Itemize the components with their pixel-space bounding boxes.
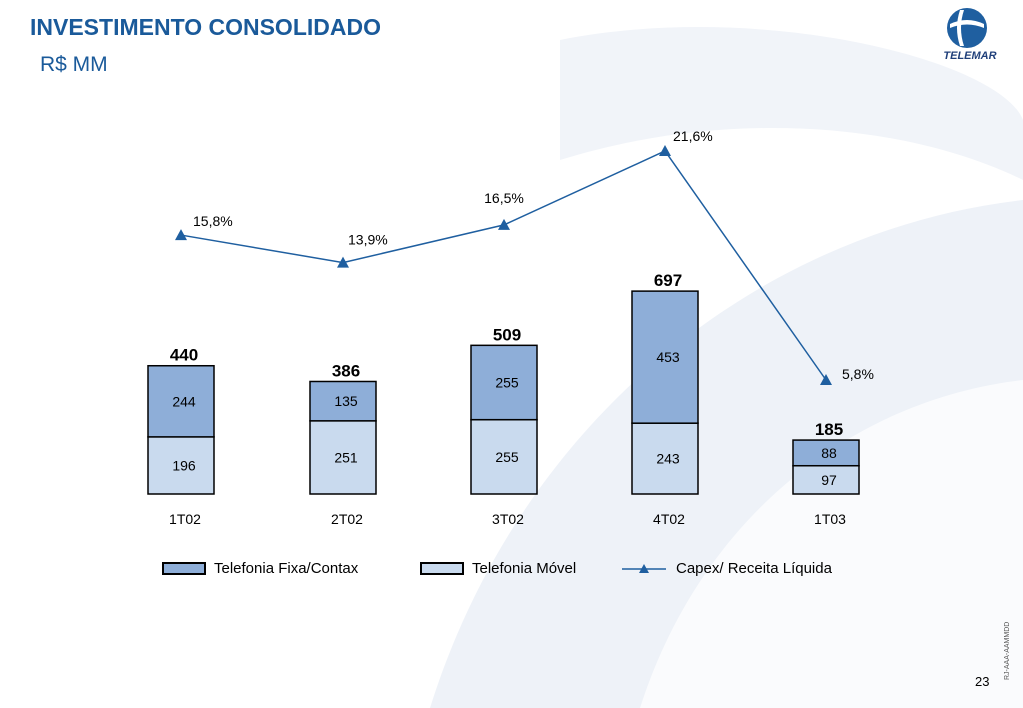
data-label-total: 185 (815, 420, 843, 439)
telemar-globe-icon (947, 8, 987, 48)
telemar-logo-text: TELEMAR (943, 50, 996, 62)
x-tick-label: 1T03 (814, 511, 846, 527)
telemar-logo: TELEMAR (943, 8, 997, 62)
capex-marker (175, 229, 187, 241)
data-label-movel: 196 (172, 457, 196, 473)
legend-item-fixa: Telefonia Fixa/Contax (162, 560, 358, 577)
bar-segment-fixa (631, 290, 699, 424)
page-number: 23 (975, 674, 990, 689)
bar-segment-fixa (470, 344, 538, 421)
legend-swatch-movel (420, 562, 464, 575)
data-label-fixa: 244 (172, 393, 196, 409)
data-label-fixa: 255 (495, 375, 519, 391)
capex-data-label: 16,5% (484, 190, 524, 206)
x-tick-label: 2T02 (331, 511, 363, 527)
x-tick-label: 1T02 (169, 511, 201, 527)
legend-label-fixa: Telefonia Fixa/Contax (214, 560, 359, 577)
data-label-movel: 251 (334, 449, 358, 465)
x-tick-label: 4T02 (653, 511, 685, 527)
x-tick-label: 3T02 (492, 511, 524, 527)
data-label-fixa: 135 (334, 393, 358, 409)
bar-segment-fixa (792, 439, 860, 467)
legend-label-movel: Telefonia Móvel (472, 560, 577, 577)
capex-marker (498, 218, 510, 230)
capex-data-label: 13,9% (348, 232, 388, 248)
capex-marker (820, 374, 832, 385)
legend-swatch-fixa (162, 562, 206, 575)
capex-data-label: 5,8% (842, 366, 874, 382)
capex-data-label: 21,6% (673, 128, 713, 144)
data-label-total: 440 (170, 346, 198, 365)
data-label-total: 509 (493, 325, 521, 344)
data-label-movel: 97 (821, 472, 837, 488)
legend-line-triangle-icon (622, 563, 666, 573)
capex-data-label: 15,8% (193, 213, 233, 229)
data-label-total: 697 (654, 271, 682, 290)
capex-marker (337, 256, 349, 268)
legend-label-capex: Capex/ Receita Líquida (676, 560, 832, 577)
data-label-movel: 255 (495, 449, 519, 465)
data-label-total: 386 (332, 361, 360, 380)
data-label-movel: 243 (656, 451, 680, 467)
capex-marker (659, 145, 671, 156)
data-label-fixa: 88 (821, 445, 837, 461)
data-label-fixa: 453 (656, 349, 680, 365)
legend-item-movel: Telefonia Móvel (420, 560, 576, 577)
document-code: RJ-AAA-AAMMDD (1004, 621, 1011, 680)
bar-segment-movel (470, 418, 538, 495)
bar-segment-fixa (147, 364, 215, 438)
legend-item-capex: Capex/ Receita Líquida (622, 560, 832, 577)
page-title: INVESTIMENTO CONSOLIDADO (30, 14, 381, 40)
bar-segment-fixa (309, 380, 377, 422)
page-subtitle: R$ MM (40, 53, 108, 76)
bar-segment-movel (631, 422, 699, 495)
